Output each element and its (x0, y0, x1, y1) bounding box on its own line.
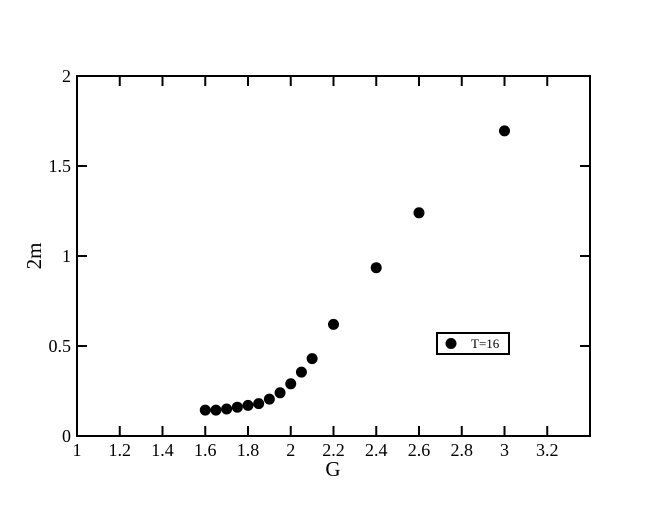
legend-marker (445, 338, 457, 349)
point (285, 378, 297, 390)
point (328, 318, 339, 330)
point (306, 353, 318, 365)
point (274, 387, 286, 399)
x-tick-label: 1.2 (109, 440, 132, 460)
point (253, 398, 265, 410)
y-tick-label: 1 (62, 246, 71, 266)
point (413, 207, 425, 219)
point (242, 399, 254, 411)
x-tick-label: 2.4 (365, 440, 388, 460)
point (295, 366, 307, 378)
x-tick-label: 1.8 (237, 440, 260, 460)
point (199, 404, 211, 416)
x-tick-label: 2 (286, 440, 295, 460)
point (210, 404, 222, 416)
point (499, 125, 510, 137)
x-tick-label: 2.6 (408, 440, 431, 460)
point (231, 401, 243, 413)
y-tick-label: 1.5 (49, 156, 72, 176)
legend-label: T=16 (471, 336, 500, 351)
legend-box (436, 332, 510, 355)
y-tick-label: 2 (62, 66, 71, 86)
y-tick-label: 0.5 (49, 336, 72, 356)
point (263, 393, 275, 405)
x-tick-label: 2.8 (451, 440, 474, 460)
point (370, 262, 382, 274)
x-tick-label: 1.6 (194, 440, 217, 460)
x-tick-label: 3 (500, 440, 509, 460)
plot-frame (76, 75, 591, 437)
x-tick-label: 2.2 (322, 440, 345, 460)
x-axis-label: G (325, 457, 340, 481)
y-axis-label: 2m (22, 243, 46, 270)
x-tick-label: 1 (73, 440, 82, 460)
point (221, 403, 233, 415)
y-tick-label: 0 (62, 426, 71, 446)
x-tick-label: 3.2 (536, 440, 559, 460)
x-tick-label: 1.4 (151, 440, 174, 460)
